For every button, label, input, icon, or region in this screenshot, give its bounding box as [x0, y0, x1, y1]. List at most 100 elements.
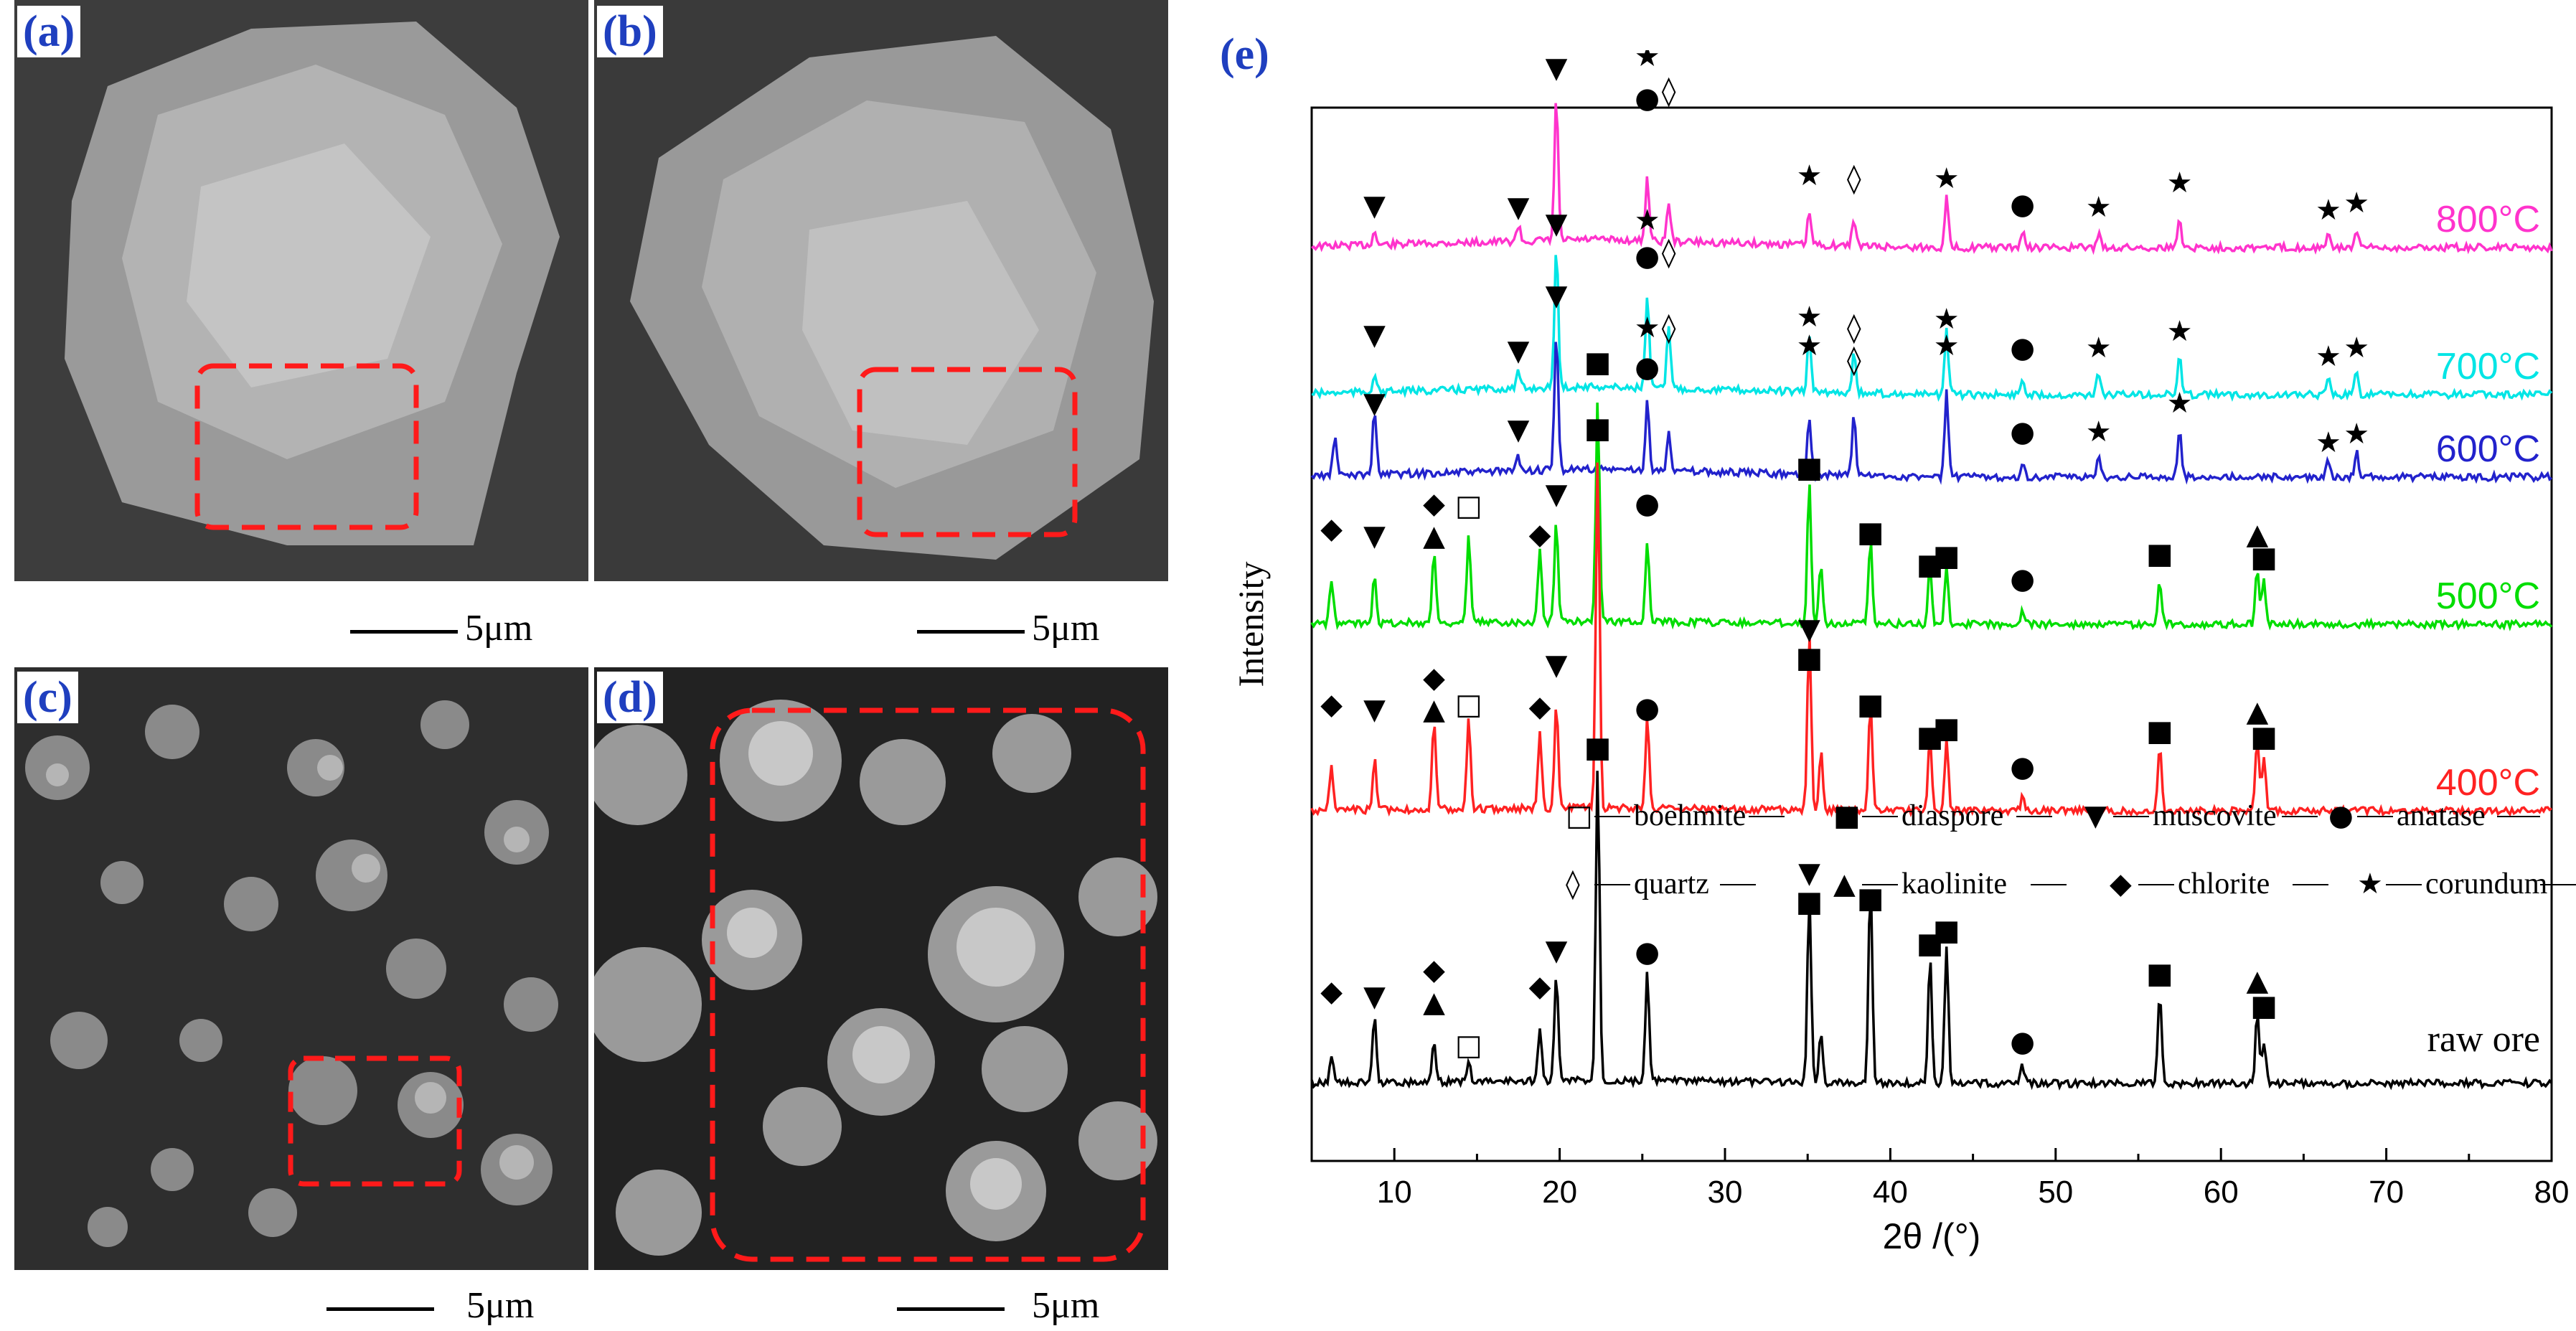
series-label-4: 400°C: [2436, 762, 2540, 804]
marker-corundum-0-4: ★: [1635, 50, 1660, 73]
x-axis-label: 2θ /(°): [1883, 1216, 1981, 1256]
marker-corundum-1-10: ★: [2086, 331, 2112, 365]
marker-diaspore-3-9: ■: [1796, 451, 1823, 484]
marker-quartz-2-7: ◊: [1847, 344, 1861, 377]
sem-panel-d: (d): [594, 667, 1168, 1270]
highlight-box-c: [288, 1055, 462, 1187]
legend-symbol-muscovite: ▼: [2084, 799, 2107, 832]
series-line-2: [1310, 342, 2553, 485]
marker-corundum-0-6: ★: [1797, 159, 1823, 192]
legend-symbol-quartz: ◊: [1566, 867, 1580, 900]
series-line-1: [1311, 255, 2553, 402]
marker-anatase-3-8: ●: [1635, 487, 1660, 520]
marker-muscovite-5-9: ▼: [1798, 857, 1820, 890]
marker-corundum-1-12: ★: [2316, 340, 2341, 373]
marker-muscovite-2-1: ▼: [1508, 413, 1530, 446]
series-label-0: 800°C: [2436, 199, 2540, 240]
x-tick-label-6: 70: [2369, 1175, 2404, 1210]
marker-anatase-4-8: ●: [1635, 692, 1660, 725]
x-tick-label-2: 30: [1708, 1175, 1743, 1210]
legend-text-muscovite: muscovite: [2153, 799, 2277, 832]
marker-diaspore-4-7: ■: [1584, 412, 1612, 445]
phase-markers: ▼ ▼▼●★◊★ ◊ ★● ★★★ ★▼ ▼▼●★◊★ ◊ ★● ★ ★★ ★▼▼▼★●◊★ ◊ ★● ★★…: [1320, 50, 2369, 1062]
scale-text-c: 5μm: [466, 1285, 535, 1326]
series-label-3: 500°C: [2436, 575, 2540, 617]
marker-muscovite-1-1: ▼: [1508, 334, 1530, 367]
legend-symbol-anatase: ●: [2328, 799, 2354, 832]
marker-anatase-3-13: ●: [2010, 563, 2035, 596]
marker-diaspore-5-7: ■: [1584, 731, 1612, 764]
marker-corundum-2-8: ★: [1934, 329, 1960, 362]
marker-anatase-1-9: ●: [2010, 331, 2035, 365]
sem-image-a: [14, 0, 588, 581]
marker-quartz-2-5: ◊: [1662, 311, 1676, 344]
marker-corundum-0-11: ★: [2167, 166, 2193, 199]
scalebar-b: [917, 630, 1025, 634]
marker-muscovite-0-0: ▼: [1363, 189, 1386, 222]
sem-panel-b: (b): [594, 0, 1168, 581]
scalebar-d: [897, 1307, 1005, 1311]
marker-boehmite-3-4: □: [1455, 489, 1482, 522]
legend-symbol-chlorite: ◆: [2110, 867, 2132, 900]
x-axis: 10 20 30 40 50 60 70 80: [1310, 1148, 2569, 1210]
marker-quartz-1-5: ◊: [1662, 236, 1676, 269]
marker-anatase-5-8: ●: [1635, 936, 1660, 969]
marker-anatase-2-9: ●: [2010, 415, 2035, 448]
marker-diaspore-3-7: ■: [1584, 346, 1612, 379]
marker-diaspore-4-10: ■: [1796, 641, 1823, 674]
marker-diaspore-3-12: ■: [1933, 540, 1960, 573]
marker-muscovite-4-6: ▼: [1546, 649, 1568, 682]
marker-chlorite-3-2: ◆: [1423, 487, 1445, 520]
marker-anatase-4-14: ●: [2010, 751, 2035, 784]
marker-corundum-0-13: ★: [2344, 187, 2369, 220]
marker-chlorite-4-5: ◆: [1529, 690, 1551, 723]
marker-diaspore-5-12: ■: [1917, 927, 1944, 960]
marker-corundum-2-13: ★: [2344, 418, 2369, 451]
marker-kaolinite-3-3: ▲: [1423, 519, 1445, 552]
marker-anatase-2-4: ●: [1635, 351, 1660, 384]
marker-diaspore-5-17: ■: [2250, 989, 2277, 1022]
legend-symbol-boehmite: □: [1566, 799, 1593, 832]
marker-corundum-2-11: ★: [2167, 387, 2193, 420]
marker-corundum-1-6: ★: [1797, 301, 1823, 334]
marker-muscovite-4-9: ▼: [1798, 613, 1820, 646]
legend-text-quartz: quartz: [1634, 867, 1709, 900]
scale-text-a: 5μm: [465, 608, 533, 649]
legend: □ boehmite ■ diaspore ▼ muscovite ● anatase ◊ qua…: [1566, 799, 2576, 900]
marker-muscovite-5-1: ▼: [1363, 980, 1386, 1013]
marker-kaolinite-5-16: ▲: [2247, 964, 2269, 997]
marker-quartz-0-7: ◊: [1847, 162, 1861, 195]
marker-diaspore-4-15: ■: [2146, 715, 2173, 748]
marker-corundum-2-6: ★: [1797, 329, 1823, 362]
series-label-2: 600°C: [2436, 428, 2540, 470]
marker-kaolinite-4-3: ▲: [1423, 693, 1445, 726]
highlight-box-d: [710, 707, 1146, 1262]
legend-text-chlorite: chlorite: [2178, 867, 2270, 900]
marker-kaolinite-3-15: ▲: [2247, 518, 2269, 551]
sem-image-b: [594, 0, 1168, 581]
series-line-0: [1311, 103, 2553, 255]
marker-chlorite-5-5: ◆: [1529, 970, 1551, 1003]
legend-text-kaolinite: kaolinite: [1902, 867, 2007, 900]
marker-diaspore-4-11: ■: [1857, 688, 1884, 721]
marker-muscovite-5-6: ▼: [1546, 934, 1568, 967]
panel-label-c: (c): [17, 672, 78, 723]
marker-anatase-0-3: ●: [1635, 82, 1660, 115]
x-tick-label-5: 60: [2204, 1175, 2239, 1210]
marker-muscovite-0-1: ▼: [1508, 191, 1530, 224]
marker-chlorite-3-0: ◆: [1320, 512, 1343, 545]
marker-corundum-1-4: ★: [1635, 204, 1660, 237]
marker-boehmite-4-4: □: [1455, 688, 1482, 721]
chart-label-e: (e): [1220, 30, 1269, 79]
marker-diaspore-3-11: ■: [1917, 548, 1944, 581]
series-line-3: [1310, 403, 2553, 631]
marker-diaspore-5-10: ■: [1796, 885, 1823, 918]
marker-chlorite-4-2: ◆: [1423, 662, 1445, 695]
highlight-box-b: [857, 367, 1078, 537]
series-label-1: 700°C: [2436, 346, 2540, 387]
legend-symbol-corundum: ★: [2357, 867, 2383, 900]
marker-quartz-1-7: ◊: [1847, 311, 1861, 344]
x-tick-label-1: 20: [1542, 1175, 1577, 1210]
plot-frame: [1310, 106, 2553, 1162]
marker-diaspore-5-13: ■: [1933, 914, 1960, 947]
